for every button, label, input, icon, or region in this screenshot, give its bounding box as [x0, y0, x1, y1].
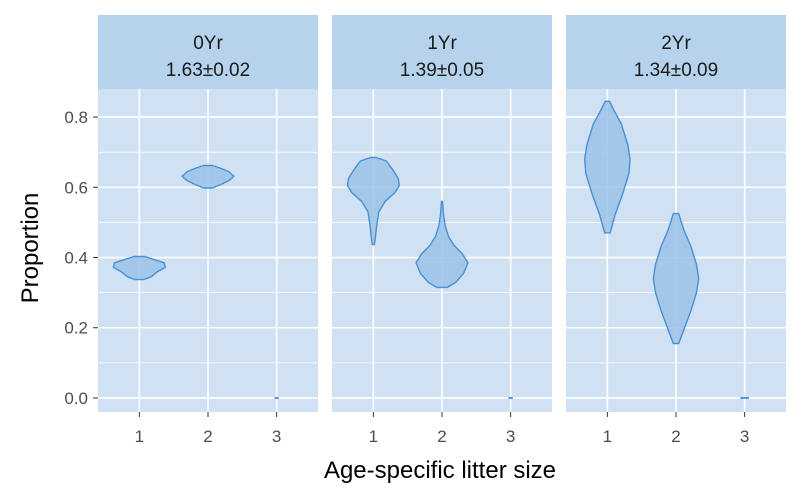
y-tick-label: 0.8	[64, 108, 88, 127]
violin-2	[181, 164, 235, 189]
facet-0Yr: 0Yr 1.63±0.02 1 2 3	[98, 15, 318, 446]
facet-strip-sublabel: 1.34±0.09	[634, 60, 718, 81]
facet-strip-sublabel: 1.63±0.02	[166, 60, 250, 81]
facet-strip-sublabel: 1.39±0.05	[400, 60, 484, 81]
facet-panels: 0Yr 1.63±0.02 1 2 3 1Yr 1.39±0.05 1 2 3 2Yr 1.34±0.…	[98, 15, 786, 446]
facet-2Yr: 2Yr 1.34±0.09 1 2 3	[566, 15, 786, 446]
facet-strip	[98, 15, 318, 89]
violin-1	[112, 255, 167, 281]
violin-2	[415, 200, 469, 289]
y-axis-title: Proportion	[17, 193, 44, 304]
facet-strip	[332, 15, 552, 89]
facet-1Yr: 1Yr 1.39±0.05 1 2 3	[332, 15, 552, 446]
x-tick-label: 3	[740, 427, 749, 446]
y-tick-label: 0.0	[64, 389, 88, 408]
y-axis: 0.0 0.2 0.4 0.6 0.8	[64, 108, 98, 408]
facet-strip-label: 1Yr	[427, 33, 457, 54]
violin-1	[346, 156, 400, 246]
facet-strip-label: 2Yr	[661, 33, 691, 54]
x-tick-label: 2	[671, 427, 680, 446]
x-tick-label: 3	[272, 427, 281, 446]
violin-2	[652, 212, 700, 345]
x-tick-label: 3	[506, 427, 515, 446]
x-tick-label: 1	[603, 427, 612, 446]
x-tick-label: 1	[369, 427, 378, 446]
y-tick-label: 0.4	[64, 249, 88, 268]
x-axis-title: Age-specific litter size	[324, 457, 556, 484]
facet-strip-label: 0Yr	[193, 33, 223, 54]
x-tick-label: 2	[437, 427, 446, 446]
violin-1	[584, 100, 631, 234]
x-tick-label: 2	[203, 427, 212, 446]
x-tick-label: 1	[135, 427, 144, 446]
y-tick-label: 0.2	[64, 319, 88, 338]
facet-strip	[566, 15, 786, 89]
y-tick-label: 0.6	[64, 178, 88, 197]
